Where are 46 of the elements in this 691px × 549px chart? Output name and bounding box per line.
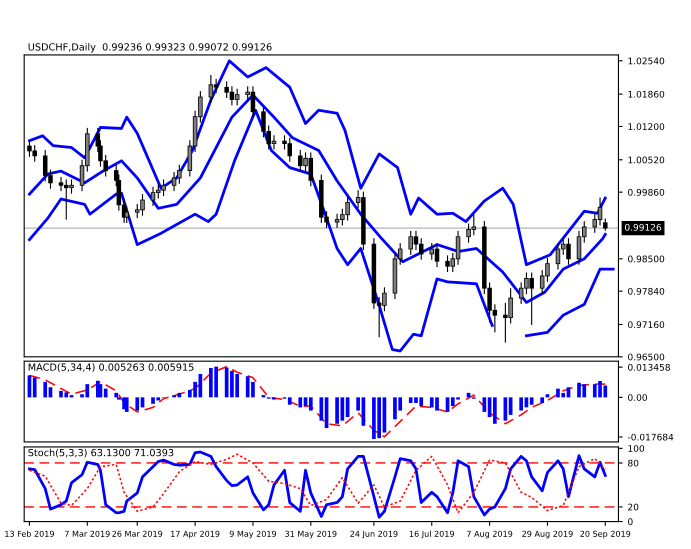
x-tick-label: 24 Jun 2019 [350,530,398,538]
y-tick-label: 0 [628,518,633,526]
y-tick-label: 1.01860 [628,90,664,98]
bar [540,397,544,403]
bar [114,392,118,398]
bar [466,392,470,398]
x-tick-label: 29 Aug 2019 [522,530,573,538]
bar [482,397,486,412]
x-tick-label: 20 Sep 2019 [580,530,630,538]
x-tick-label: 7 Aug 2019 [467,530,512,538]
y-tick-label: 0.99860 [628,188,664,196]
y-tick-label: 0.97840 [628,288,664,295]
bar [546,394,550,398]
x-tick-label: 16 Jul 2019 [410,530,454,538]
y-tick-label: 0.96500 [628,354,664,360]
y-tick-label: -0.017684 [628,434,674,441]
bar [372,397,376,440]
y-tick-label: 0.00 [628,394,647,401]
x-tick-label: 13 Feb 2019 [5,530,54,537]
bar [188,390,192,398]
bar [124,397,129,412]
x-tick-label: 7 Mar 2019 [64,530,110,537]
y-tick-label: 20 [628,504,638,510]
bar [214,366,218,398]
y-tick-label: 1.01200 [628,123,664,130]
y-tick-label: 0.97160 [628,321,664,328]
bar [209,368,213,398]
x-tick-label: 17 Apr 2019 [171,530,220,538]
x-tick-label: 9 May 2019 [230,530,276,538]
line-series [28,59,607,266]
ref-line-label: 0.99126 [624,224,662,231]
y-tick-label: 0.98500 [628,256,664,262]
x-tick-label: 26 Mar 2019 [112,530,162,537]
y-tick-label: 1.00520 [628,156,664,164]
bar [504,397,508,421]
y-tick-label: 80 [628,460,638,467]
y-tick-label: 1.02540 [628,58,664,64]
candlestick [603,218,608,232]
x-tick-label: 31 May 2019 [285,530,336,538]
y-tick-label: 100 [628,445,644,452]
bar [346,397,350,418]
chart-title: USDCHF,Daily 0.99236 0.99323 0.99072 0.99126 [28,43,272,52]
bar [508,397,512,415]
chart-title: MACD(5,34,4) 0.005263 0.005915 [28,363,194,372]
y-tick-label: 0.013458 [628,364,670,371]
chart-title: Stoch(5,3,3) 63.1300 71.0393 [28,448,174,458]
